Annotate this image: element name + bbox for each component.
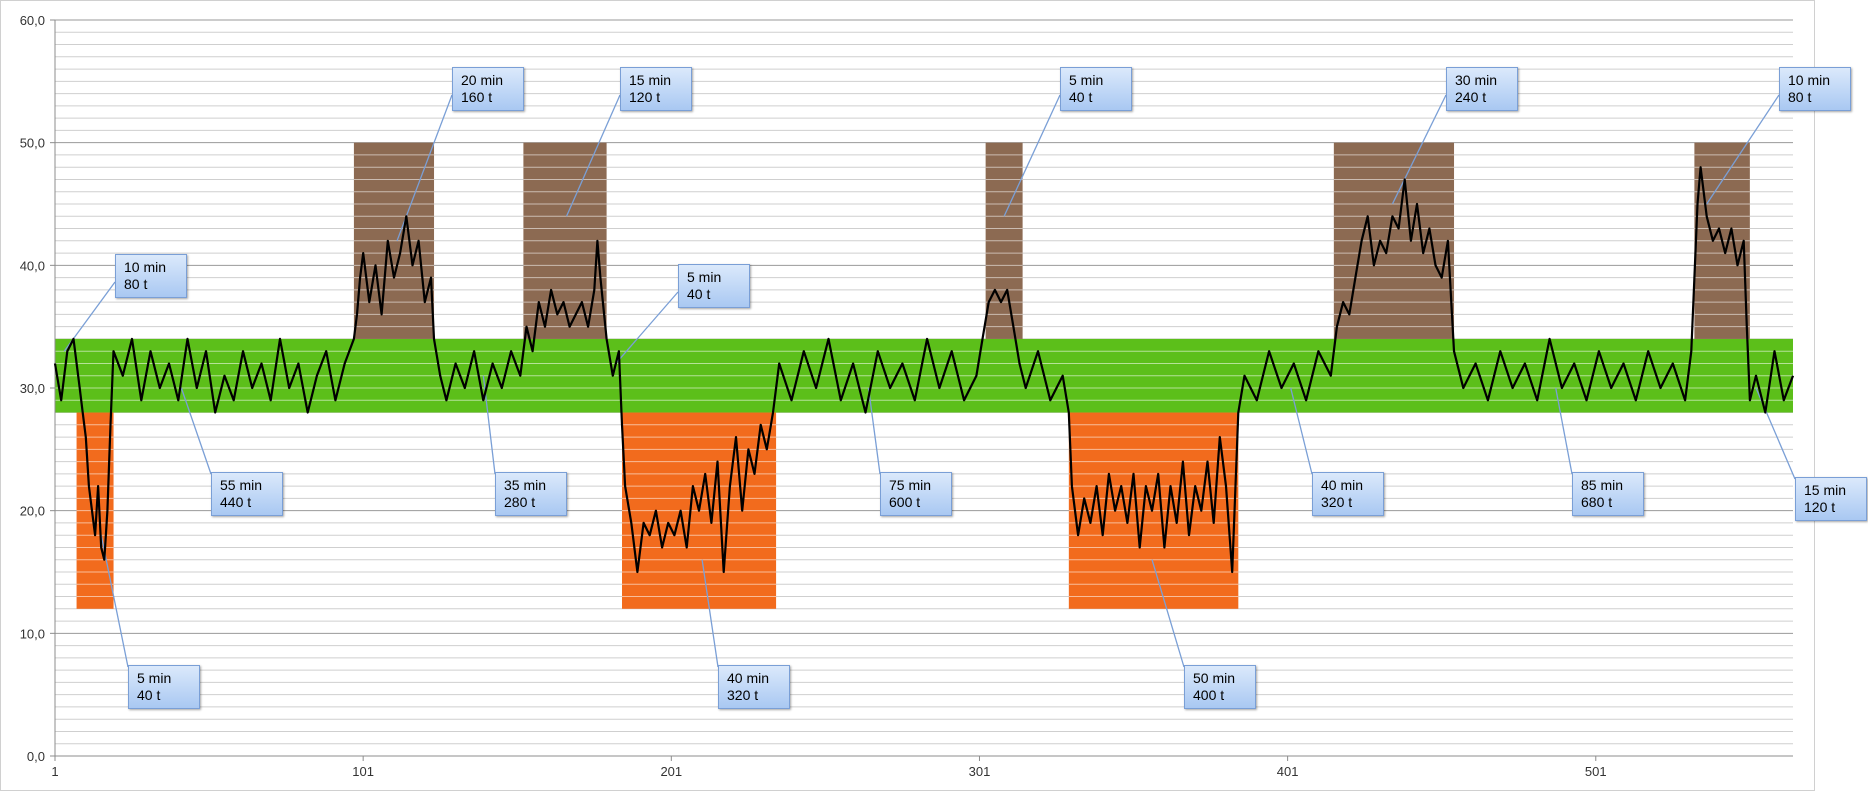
callout-leader [615, 291, 679, 364]
callout-duration: 30 min [1455, 72, 1498, 88]
callout-leader [1003, 94, 1061, 217]
callout-duration: 40 min [1321, 477, 1364, 493]
callout-duration: 35 min [504, 477, 547, 493]
y-tick-label: 30,0 [20, 381, 45, 396]
annotation-callout: 10 min 80 t [115, 254, 187, 298]
callout-duration: 40 min [727, 670, 770, 686]
annotation-callout: 35 min 280 t [495, 472, 567, 516]
axes: 0,0 10,0 20,0 30,0 40,0 50,0 60,0 1 101 201 301 401… [20, 13, 1793, 779]
callout-tonnage: 680 t [1581, 494, 1613, 510]
callout-duration: 5 min [137, 670, 172, 686]
callout-tonnage: 80 t [124, 276, 148, 292]
callout-leader [701, 559, 719, 668]
callout-leader [1706, 94, 1780, 205]
annotation-callout: 10 min 80 t [1779, 67, 1851, 111]
callout-tonnage: 320 t [727, 687, 759, 703]
x-tick-label: 201 [660, 764, 682, 779]
callout-leader [1151, 559, 1185, 668]
callout-tonnage: 280 t [504, 494, 536, 510]
y-tick-label: 50,0 [20, 136, 45, 151]
callout-tonnage: 40 t [137, 687, 161, 703]
callout-tonnage: 80 t [1788, 89, 1812, 105]
x-tick-label: 301 [969, 764, 991, 779]
callout-leader [565, 94, 621, 217]
callout-leader [100, 535, 129, 668]
annotation-callout: 40 min 320 t [718, 665, 790, 709]
callout-leader [1391, 94, 1447, 205]
callout-duration: 55 min [220, 477, 263, 493]
callout-tonnage: 320 t [1321, 494, 1353, 510]
callout-tonnage: 400 t [1193, 687, 1225, 703]
annotation-callout: 15 min 120 t [1795, 477, 1867, 521]
y-tick-label: 60,0 [20, 13, 45, 28]
annotation-callout: 5 min 40 t [128, 665, 200, 709]
callout-leader [1555, 387, 1573, 475]
callout-duration: 85 min [1581, 477, 1624, 493]
callout-tonnage: 40 t [1069, 89, 1093, 105]
annotation-callout: 15 min 120 t [620, 67, 692, 111]
callout-tonnage: 440 t [220, 494, 252, 510]
band-stripes [55, 154, 1793, 598]
callout-tonnage: 240 t [1455, 89, 1487, 105]
callout-duration: 5 min [1069, 72, 1104, 88]
callout-duration: 10 min [124, 259, 167, 275]
callout-duration: 75 min [889, 477, 932, 493]
annotation-callout: 30 min 240 t [1446, 67, 1518, 111]
callout-leader [1290, 387, 1313, 475]
callout-duration: 15 min [629, 72, 672, 88]
x-tick-label: 401 [1277, 764, 1299, 779]
callout-duration: 15 min [1804, 482, 1847, 498]
callout-tonnage: 120 t [1804, 499, 1836, 515]
callout-tonnage: 160 t [461, 89, 493, 105]
y-tick-label: 40,0 [20, 258, 45, 273]
callout-tonnage: 600 t [889, 494, 921, 510]
annotation-callout: 20 min 160 t [452, 67, 524, 111]
callout-duration: 10 min [1788, 72, 1831, 88]
x-tick-label: 501 [1585, 764, 1607, 779]
annotation-callout: 55 min 440 t [211, 472, 283, 516]
callout-duration: 20 min [461, 72, 504, 88]
annotation-callout: 75 min 600 t [880, 472, 952, 516]
annotation-callout: 50 min 400 t [1184, 665, 1256, 709]
annotation-callout: 5 min 40 t [678, 264, 750, 308]
series-group [53, 166, 1795, 574]
annotation-callout: 40 min 320 t [1312, 472, 1384, 516]
callout-duration: 50 min [1193, 670, 1236, 686]
y-tick-label: 20,0 [20, 504, 45, 519]
y-tick-label: 10,0 [20, 626, 45, 641]
series-line [53, 166, 1795, 574]
annotation-callout: 85 min 680 t [1572, 472, 1644, 516]
callout-leader [867, 387, 881, 475]
y-tick-label: 0,0 [27, 749, 45, 764]
callout-tonnage: 120 t [629, 89, 661, 105]
callout-duration: 5 min [687, 269, 722, 285]
annotation-callout: 5 min 40 t [1060, 67, 1132, 111]
callout-tonnage: 40 t [687, 286, 711, 302]
x-tick-label: 1 [51, 764, 58, 779]
x-tick-label: 101 [352, 764, 374, 779]
callout-leader [180, 387, 212, 475]
